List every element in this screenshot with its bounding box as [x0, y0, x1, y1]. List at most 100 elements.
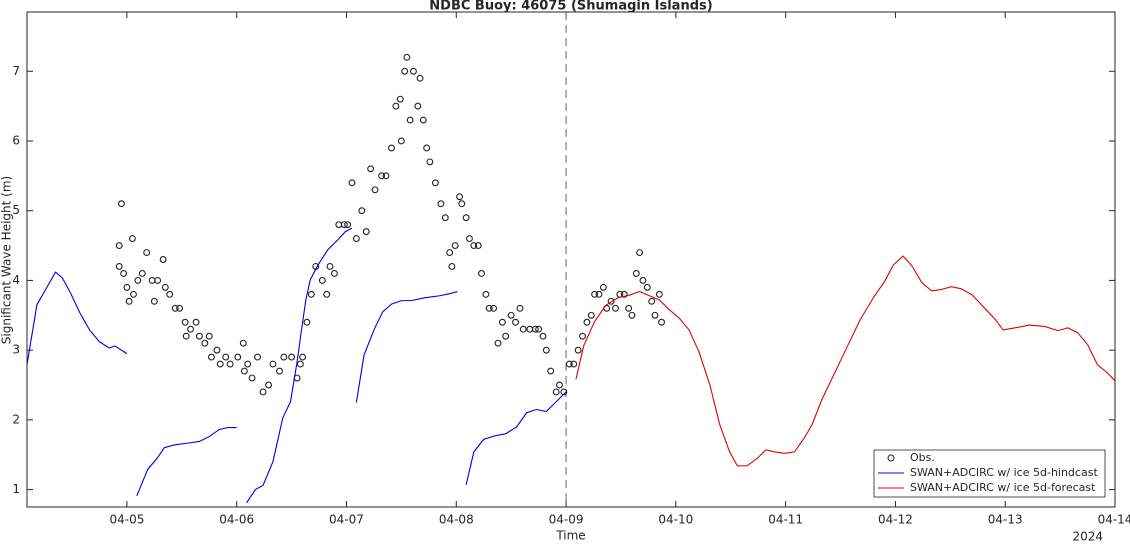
y-axis-label: Significant Wave Height (m): [0, 176, 14, 344]
obs-marker: [448, 263, 456, 270]
obs-marker: [226, 360, 234, 368]
legend-label: Obs.: [910, 451, 935, 464]
obs-marker: [371, 186, 379, 194]
obs-marker: [259, 388, 267, 396]
obs-marker: [583, 318, 591, 326]
obs-marker: [362, 228, 370, 236]
obs-marker: [655, 290, 663, 298]
obs-marker: [456, 193, 464, 201]
obs-marker: [552, 388, 560, 396]
obs-marker: [632, 269, 640, 277]
obs-marker: [176, 304, 184, 312]
obs-marker: [446, 249, 454, 256]
obs-marker: [187, 325, 195, 333]
obs-marker: [451, 242, 459, 250]
model-line: [575, 255, 1116, 467]
obs-marker: [643, 283, 651, 291]
obs-marker: [542, 346, 550, 354]
obs-marker: [239, 339, 247, 347]
obs-marker: [579, 332, 586, 340]
obs-marker: [607, 297, 615, 305]
obs-marker: [159, 256, 167, 263]
obs-marker: [340, 221, 348, 229]
y-tick-label: 5: [12, 203, 20, 217]
obs-marker: [213, 346, 221, 354]
obs-marker: [269, 360, 277, 368]
obs-marker: [323, 290, 331, 298]
obs-marker: [437, 200, 445, 208]
obs-marker: [195, 332, 203, 340]
obs-marker: [392, 102, 400, 110]
obs-marker: [625, 304, 633, 312]
model-line: [26, 227, 567, 504]
obs-marker: [234, 353, 242, 361]
x-tick-label: 04-12: [878, 513, 913, 527]
obs-marker: [441, 214, 449, 222]
obs-marker: [397, 137, 405, 145]
obs-marker: [161, 283, 169, 291]
obs-marker: [396, 95, 404, 103]
obs-marker: [599, 283, 607, 291]
obs-marker: [458, 200, 466, 208]
obs-marker: [403, 53, 411, 61]
y-tick-label: 4: [12, 273, 20, 287]
obs-marker: [117, 200, 125, 208]
obs-marker: [494, 339, 502, 347]
x-tick-label: 04-08: [439, 513, 474, 527]
x-tick-label: 04-13: [988, 513, 1023, 527]
obs-marker: [288, 353, 296, 361]
obs-marker: [507, 311, 515, 319]
x-tick-label: 04-11: [768, 513, 803, 527]
obs-marker: [574, 346, 582, 354]
chart-title: NDBC Buoy: 46075 (Shumagin Islands): [429, 0, 712, 14]
obs-marker: [128, 235, 136, 243]
obs-marker: [474, 242, 482, 250]
obs-marker: [244, 360, 252, 368]
obs-marker: [406, 116, 414, 124]
obs-marker: [326, 263, 334, 270]
obs-marker: [658, 318, 666, 326]
obs-marker: [547, 367, 555, 375]
obs-marker: [565, 360, 573, 368]
obs-marker: [299, 353, 307, 361]
obs-marker: [591, 290, 599, 298]
obs-marker: [143, 249, 151, 256]
obs-marker: [502, 332, 510, 340]
obs-marker: [207, 353, 215, 361]
obs-marker: [531, 325, 539, 333]
obs-marker: [498, 318, 506, 326]
obs-marker: [276, 367, 283, 375]
legend-box: [873, 449, 1106, 498]
obs-marker: [431, 179, 439, 187]
obs-marker: [192, 318, 200, 326]
obs-marker: [201, 339, 209, 347]
obs-marker: [166, 290, 174, 298]
x-tick-label: 04-07: [329, 513, 364, 527]
obs-marker: [123, 283, 131, 291]
obs-marker: [636, 249, 644, 256]
obs-marker: [358, 207, 366, 215]
obs-marker: [465, 235, 473, 243]
obs-marker: [367, 165, 375, 173]
obs-marker: [150, 297, 158, 305]
x-tick-label: 04-14: [1098, 513, 1130, 527]
obs-marker: [570, 360, 578, 368]
obs-marker: [330, 269, 338, 277]
obs-marker: [216, 360, 224, 368]
obs-marker: [205, 332, 213, 340]
obs-marker: [587, 311, 595, 319]
x-tick-label: 04-06: [219, 513, 254, 527]
obs-marker: [352, 235, 360, 243]
y-tick-label: 3: [12, 343, 20, 357]
x-year-label: 2024: [1072, 530, 1103, 542]
obs-marker: [378, 172, 386, 180]
obs-marker: [115, 242, 123, 250]
obs-marker: [248, 374, 256, 382]
y-tick-label: 6: [12, 133, 20, 147]
obs-marker: [470, 242, 478, 250]
obs-marker: [612, 304, 619, 312]
legend-marker: [887, 454, 895, 462]
obs-marker: [516, 304, 524, 312]
y-tick-label: 7: [12, 64, 20, 78]
